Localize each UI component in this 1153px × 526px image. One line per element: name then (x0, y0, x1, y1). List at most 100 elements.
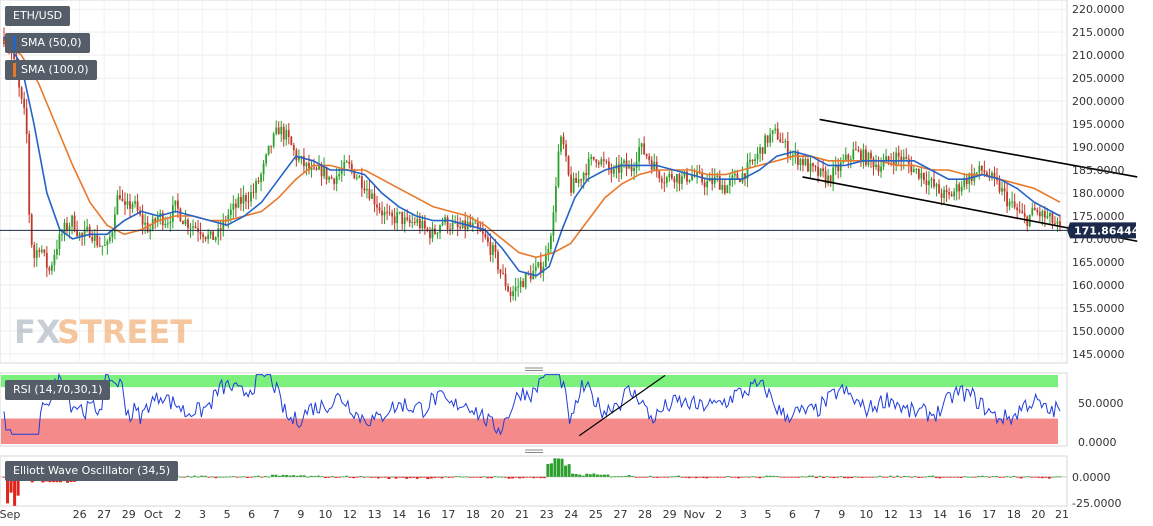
ewo-bar (295, 475, 299, 477)
candle-body (776, 128, 779, 140)
candle-body (134, 201, 136, 204)
ewo-bar (401, 476, 405, 478)
candle-body (184, 219, 187, 225)
ewo-tick-label: -25.0000 (1072, 497, 1121, 510)
ewo-bar (514, 476, 518, 478)
ewo-bar (701, 476, 705, 478)
y-tick-label: 215.0000 (1072, 26, 1125, 39)
candle-body (217, 228, 220, 238)
candle-body (512, 291, 514, 296)
candle-body (1051, 212, 1054, 224)
candle-body (950, 194, 953, 197)
ewo-bar (366, 476, 370, 478)
candle-body (1016, 207, 1019, 211)
candle-body (272, 133, 275, 147)
ewo-bar (443, 476, 447, 478)
candle-body (552, 212, 555, 236)
x-tick-label: 18 (466, 508, 480, 521)
candle-body (91, 237, 94, 241)
ewo-bar (203, 475, 207, 477)
price-pane[interactable] (0, 0, 1068, 364)
candle-body (300, 156, 303, 158)
candle-body (839, 162, 842, 171)
ewo-bar (730, 476, 734, 478)
ewo-bar (733, 476, 737, 478)
x-tick-label: Sep (0, 508, 20, 521)
ewo-bar (277, 475, 281, 477)
candle-body (484, 233, 487, 238)
legend-rsi[interactable]: RSI (14,70,30,1) (5, 380, 111, 400)
ewo-bar (804, 476, 808, 478)
candle-body (865, 149, 867, 165)
candle-body (804, 159, 807, 166)
legend-ewo-label: Elliott Wave Oscillator (34,5) (13, 464, 171, 477)
ewo-bar (447, 476, 451, 478)
candle-body (25, 108, 28, 135)
pane-resize-handle[interactable] (525, 449, 543, 453)
candle-body (290, 136, 293, 145)
candle-body (232, 203, 235, 210)
candle-body (295, 150, 298, 161)
candle-body (910, 163, 913, 173)
ewo-bar (239, 476, 243, 478)
ewo-bar (475, 476, 479, 478)
ewo-bar (355, 476, 359, 478)
y-tick-label: 185.0000 (1072, 164, 1125, 177)
legend-sma50[interactable]: SMA (50,0) (5, 33, 90, 53)
candle-body (925, 180, 928, 186)
candle-body (222, 220, 225, 231)
legend-ewo[interactable]: Elliott Wave Oscillator (34,5) (5, 461, 179, 481)
candle-body (963, 178, 966, 187)
y-tick-label: 160.0000 (1072, 279, 1125, 292)
candle-body (454, 222, 457, 224)
candle-body (759, 147, 761, 154)
ewo-bar (1047, 476, 1051, 479)
candle-body (928, 180, 930, 186)
candle-body (391, 212, 394, 217)
ewo-bar (772, 475, 776, 477)
candle-body (242, 195, 245, 204)
ewo-bar (843, 476, 847, 479)
y-tick-label: 165.0000 (1072, 256, 1125, 269)
legend-symbol[interactable]: ETH/USD (5, 6, 71, 26)
ewo-bar (641, 476, 645, 478)
candle-body (35, 250, 38, 258)
candle-body (522, 281, 525, 288)
candle-body (917, 168, 920, 179)
pane-resize-handle[interactable] (525, 367, 543, 371)
candle-body (565, 144, 567, 157)
candle-body (318, 164, 320, 170)
candle-body (434, 228, 436, 234)
ewo-bar (666, 476, 670, 478)
candle-body (517, 286, 520, 288)
candle-body (446, 217, 449, 230)
rsi-tick-label: 50.0000 (1078, 397, 1124, 410)
legend-sma100[interactable]: SMA (100,0) (5, 60, 97, 80)
ewo-bar (857, 476, 861, 478)
candle-body (335, 176, 338, 184)
ewo-bar (2, 476, 6, 478)
y-tick-label: 205.0000 (1072, 72, 1125, 85)
ewo-bar (655, 476, 659, 478)
y-tick-label: 210.0000 (1072, 49, 1125, 62)
ewo-bar (814, 476, 818, 479)
ewo-bar (994, 476, 998, 477)
x-tick-label: 3 (740, 508, 747, 521)
candle-body (199, 231, 202, 235)
ewo-bar (867, 476, 871, 478)
candle-body (643, 143, 646, 155)
ewo-bar (556, 458, 560, 477)
candle-body (418, 218, 421, 229)
ewo-bar (790, 476, 794, 478)
candle-body (303, 156, 305, 167)
y-tick-label: 220.0000 (1072, 3, 1125, 16)
candle-body (1003, 188, 1006, 192)
rsi-trendline[interactable] (578, 374, 666, 437)
ewo-bar (952, 476, 956, 478)
candle-body (600, 159, 603, 165)
candle-body (121, 198, 124, 202)
channel-upper-line[interactable] (819, 118, 1138, 178)
ewo-bar (599, 474, 603, 477)
legend-sma50-label: SMA (50,0) (21, 36, 82, 49)
